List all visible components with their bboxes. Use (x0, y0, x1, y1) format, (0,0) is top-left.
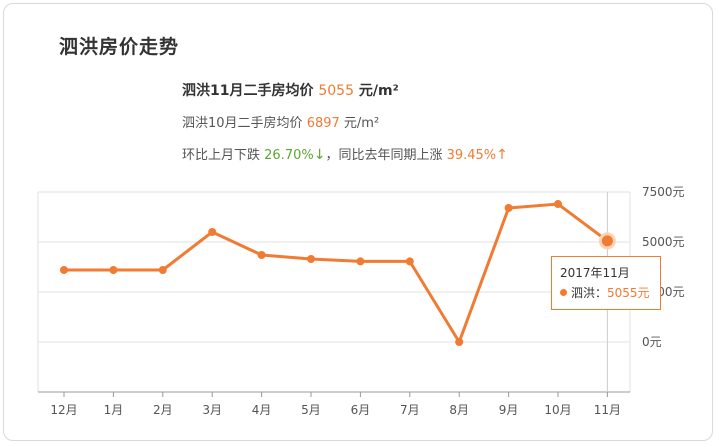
yoy-prefix: ，同比去年同期上涨 (325, 148, 447, 163)
x-tick-label: 3月 (202, 403, 222, 417)
x-tick-label: 9月 (499, 403, 519, 417)
data-point (405, 257, 414, 266)
mom-prefix: 环比上月下跌 (182, 148, 265, 163)
page-title: 泗洪房价走势 (59, 36, 180, 58)
data-point (554, 200, 562, 209)
y-tick-label: 7500元 (642, 185, 685, 199)
data-point (307, 255, 315, 263)
x-tick-label: 5月 (301, 403, 321, 417)
data-point (109, 266, 118, 274)
x-tick-label: 6月 (351, 403, 371, 417)
y-tick-label: 0元 (642, 335, 662, 349)
current-price-unit: 元/m² (354, 83, 399, 99)
series-line (64, 202, 609, 344)
down-arrow-icon: ↓ (313, 147, 326, 163)
change-line: 环比上月下跌 26.70%↓，同比去年同期上涨 39.45%↑ (182, 144, 508, 163)
data-point (60, 266, 68, 274)
tooltip-value: 5055元 (607, 286, 650, 300)
x-tick-label: 12月 (50, 403, 77, 417)
x-tick-label: 8月 (449, 403, 469, 417)
chart-card: 泗洪房价走势 泗洪11月二手房均价 5055 元/m² 泗洪10月二手房均价 6… (3, 3, 713, 441)
series-dot-icon (560, 289, 567, 296)
data-point (208, 228, 217, 236)
data-point (257, 251, 266, 259)
tooltip-date: 2017年11月 (560, 266, 630, 280)
tooltip-series-row: 泗洪：5055元 (560, 283, 652, 303)
x-tick-label: 1月 (104, 403, 124, 417)
x-tick-label: 7月 (400, 403, 420, 417)
y-tick-label: 5000元 (642, 235, 685, 249)
current-price-value: 5055 (318, 83, 354, 99)
x-tick-label: 4月 (252, 403, 272, 417)
previous-price-line: 泗洪10月二手房均价 6897 元/m² (182, 112, 379, 131)
data-point (455, 338, 464, 346)
mom-value: 26.70% (264, 148, 314, 163)
data-point (504, 204, 513, 212)
x-tick-label: 11月 (594, 403, 621, 417)
chart-tooltip: 2017年11月 泗洪：5055元 (551, 256, 661, 310)
data-point (158, 266, 167, 274)
current-price-line: 泗洪11月二手房均价 5055 元/m² (182, 80, 399, 100)
highlight-point (598, 232, 616, 250)
tooltip-series-name: 泗洪： (571, 286, 608, 300)
x-tick-label: 10月 (544, 403, 571, 417)
previous-price-prefix: 泗洪10月二手房均价 (182, 116, 307, 131)
x-tick-label: 2月 (153, 403, 173, 417)
data-point (356, 257, 365, 266)
yoy-value: 39.45% (446, 148, 497, 163)
current-price-prefix: 泗洪11月二手房均价 (182, 83, 319, 99)
previous-price-unit: 元/m² (339, 116, 380, 131)
up-arrow-icon: ↑ (496, 147, 508, 163)
previous-price-value: 6897 (306, 116, 340, 131)
